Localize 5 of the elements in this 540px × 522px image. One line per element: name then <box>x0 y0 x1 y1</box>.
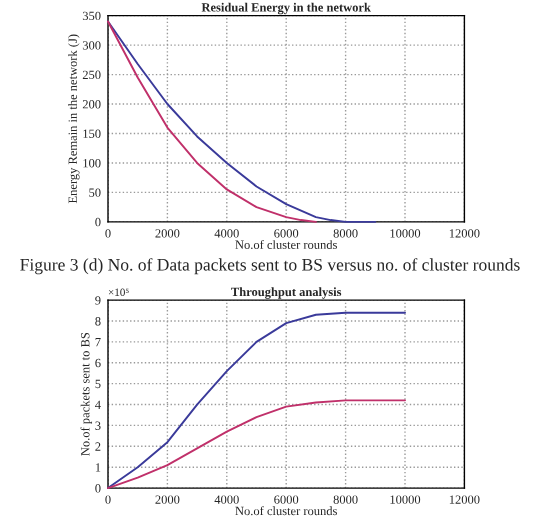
line-series <box>107 311 406 490</box>
caption: Figure 3 (d) No. of Data packets sent to BS versus no. of cluster rounds <box>20 258 520 275</box>
line-series <box>107 20 317 223</box>
line-series <box>107 20 377 223</box>
line-series <box>107 399 406 490</box>
